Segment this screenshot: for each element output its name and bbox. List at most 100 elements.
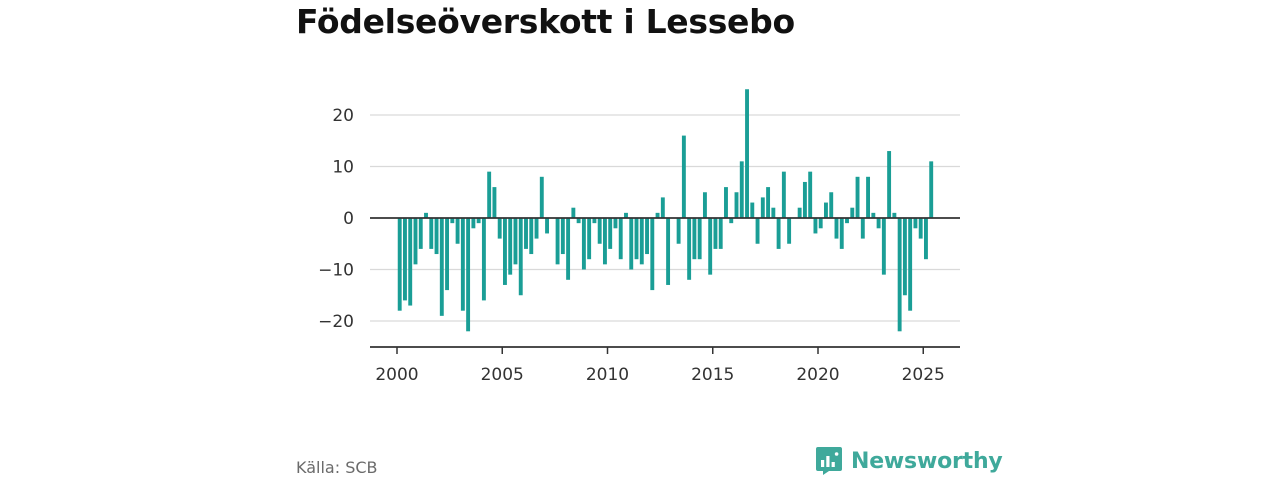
bar — [645, 218, 649, 255]
bar — [613, 218, 618, 229]
bar — [734, 192, 739, 218]
bar — [702, 192, 707, 218]
bar — [492, 187, 497, 218]
bar — [529, 218, 534, 255]
bar — [660, 197, 665, 218]
bar — [871, 212, 876, 218]
bar — [524, 218, 528, 249]
bar — [503, 218, 507, 285]
bar — [913, 218, 918, 229]
bar — [455, 218, 460, 244]
bar — [860, 218, 865, 239]
bar — [545, 218, 549, 234]
bar — [666, 218, 671, 285]
bar — [424, 212, 428, 218]
bar — [818, 218, 823, 229]
bar — [866, 176, 871, 218]
bar — [618, 218, 623, 260]
bar — [592, 218, 597, 224]
bar — [813, 218, 818, 234]
bar — [876, 218, 881, 229]
bar — [508, 218, 513, 275]
y-tick-label: −20 — [318, 312, 354, 332]
bar — [850, 207, 855, 218]
source-note: Källa: SCB — [296, 458, 378, 477]
bar — [760, 197, 765, 218]
bar — [639, 218, 644, 265]
bar — [413, 218, 418, 265]
bar — [802, 181, 807, 218]
bar — [845, 218, 849, 224]
bar — [697, 218, 702, 260]
bar — [566, 218, 571, 280]
y-axis: 20 10 0 −10 −20 — [318, 106, 354, 332]
bar — [534, 218, 539, 239]
bar — [418, 218, 423, 249]
bar — [829, 192, 834, 218]
chart-title: Födelseöverskott i Lessebo — [296, 2, 795, 41]
x-tick-label: 2000 — [375, 365, 418, 385]
bar — [460, 218, 465, 311]
y-tick-label: −10 — [318, 261, 354, 281]
bar — [634, 218, 639, 260]
bar — [408, 218, 413, 306]
bar — [908, 218, 913, 311]
bar — [655, 212, 660, 218]
bar — [787, 218, 792, 244]
bar — [629, 218, 634, 270]
bar — [855, 176, 860, 218]
bar — [587, 218, 592, 260]
bar — [571, 207, 576, 218]
bar — [397, 218, 402, 311]
bar — [776, 218, 781, 249]
bar — [692, 218, 697, 260]
y-tick-label: 0 — [343, 209, 354, 229]
newsworthy-logo[interactable]: Newsworthy — [815, 446, 1003, 476]
x-tick-label: 2010 — [586, 365, 629, 385]
bar — [624, 212, 628, 218]
bar — [450, 218, 455, 224]
bar — [897, 218, 902, 332]
bar — [797, 207, 802, 218]
bar — [608, 218, 613, 249]
bar — [687, 218, 692, 280]
bar — [834, 218, 839, 239]
bar — [718, 218, 723, 249]
bar — [918, 218, 923, 239]
x-tick-label: 2015 — [691, 365, 734, 385]
bar — [602, 218, 607, 265]
bar — [929, 161, 934, 218]
bar — [576, 218, 581, 224]
bar — [403, 218, 407, 301]
bar — [902, 218, 907, 296]
x-tick-label: 2025 — [902, 365, 945, 385]
bar — [650, 218, 655, 291]
bar — [466, 218, 471, 332]
bar — [781, 171, 786, 218]
bar — [750, 202, 755, 218]
x-axis: 2000 2005 2010 2015 2020 2025 — [375, 347, 945, 385]
bar — [681, 135, 686, 218]
bar — [476, 218, 481, 224]
bar-series — [397, 89, 934, 332]
bar — [445, 218, 450, 291]
bar — [487, 171, 492, 218]
bar — [497, 218, 502, 239]
x-tick-label: 2005 — [481, 365, 524, 385]
bar — [513, 218, 518, 265]
bar — [887, 151, 892, 218]
bar — [729, 218, 734, 224]
bar — [739, 161, 744, 218]
bar — [808, 171, 813, 218]
bar — [434, 218, 439, 255]
bar — [881, 218, 886, 275]
bar — [481, 218, 486, 301]
bar — [708, 218, 713, 275]
bar — [892, 212, 897, 218]
bar — [824, 202, 828, 218]
bar — [471, 218, 476, 229]
y-tick-label: 20 — [332, 106, 354, 126]
bar — [539, 176, 544, 218]
bar — [518, 218, 523, 296]
bar — [724, 187, 728, 218]
